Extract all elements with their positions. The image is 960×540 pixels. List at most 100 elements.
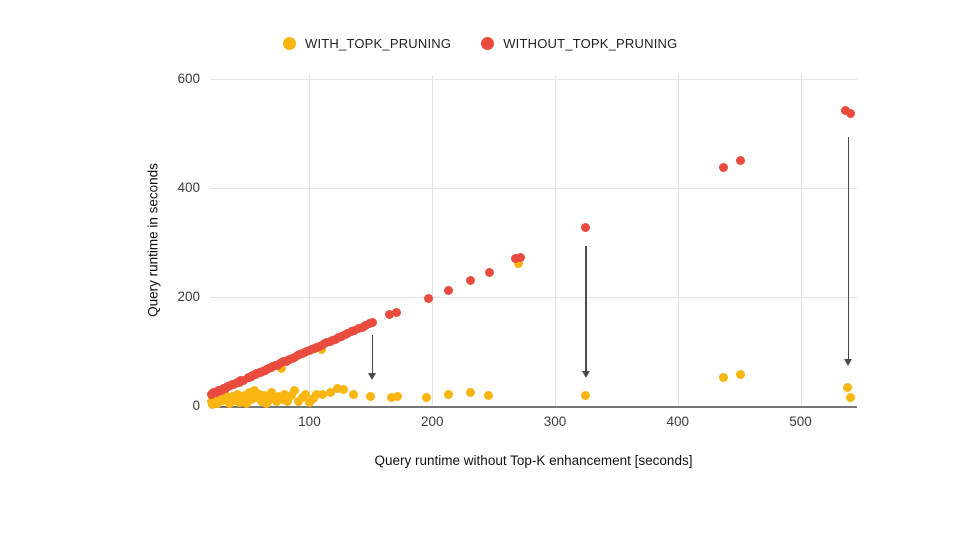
scatter-point-with-pruning[interactable] — [276, 364, 286, 374]
scatter-point-with-pruning[interactable] — [290, 386, 300, 396]
improvement-arrow — [366, 334, 379, 380]
scatter-point-without-pruning[interactable] — [485, 267, 495, 277]
scatter-point-with-pruning[interactable] — [318, 390, 328, 400]
scatter-point-with-pruning[interactable] — [513, 258, 523, 268]
legend-label: WITH_TOPK_PRUNING — [305, 36, 452, 51]
scatter-point-with-pruning[interactable] — [718, 372, 728, 382]
scatter-point-with-pruning[interactable] — [421, 393, 431, 403]
arrow-head-icon — [581, 370, 590, 378]
scatter-point-with-pruning[interactable] — [271, 397, 281, 407]
scatter-point-without-pruning[interactable] — [238, 375, 248, 385]
scatter-point-with-pruning[interactable] — [232, 389, 242, 399]
scatter-point-with-pruning[interactable] — [242, 399, 252, 409]
scatter-point-with-pruning[interactable] — [339, 385, 349, 395]
scatter-point-with-pruning[interactable] — [210, 393, 220, 403]
scatter-point-with-pruning[interactable] — [842, 382, 852, 392]
plot-area: 100 200 300 400 500 0 200 400 600 — [177, 71, 857, 429]
scatter-point-with-pruning[interactable] — [312, 389, 322, 399]
scatter-point-with-pruning[interactable] — [217, 396, 227, 406]
arrow-shaft — [371, 334, 373, 374]
scatter-point-with-pruning[interactable] — [239, 391, 249, 401]
scatter-point-with-pruning[interactable] — [259, 391, 269, 401]
scatter-point-without-pruning[interactable] — [735, 155, 745, 165]
scatter-point-without-pruning[interactable] — [581, 223, 591, 233]
x-gridline — [432, 75, 434, 406]
y-tick-label: 400 — [177, 180, 200, 196]
scatter-point-without-pruning[interactable] — [841, 106, 851, 116]
scatter-point-with-pruning[interactable] — [249, 386, 259, 396]
scatter-point-with-pruning[interactable] — [230, 395, 240, 405]
scatter-point-with-pruning[interactable] — [443, 390, 453, 400]
y-gridline — [210, 79, 857, 81]
arrow-shaft — [847, 137, 850, 360]
scatter-point-with-pruning[interactable] — [581, 390, 591, 400]
scatter-point-without-pruning[interactable] — [718, 163, 728, 173]
legend-item-with-topk-pruning[interactable]: WITH_TOPK_PRUNING — [283, 36, 451, 51]
x-tick-label: 400 — [666, 414, 690, 429]
scatter-point-with-pruning[interactable] — [308, 394, 318, 404]
arrow-shaft — [585, 246, 587, 372]
scatter-point-without-pruning[interactable] — [846, 108, 856, 118]
legend-item-without-topk-pruning[interactable]: WITHOUT_TOPK_PRUNING — [481, 36, 677, 51]
y-tick-label: 600 — [177, 71, 200, 87]
scatter-point-with-pruning[interactable] — [325, 388, 335, 398]
scatter-point-with-pruning[interactable] — [264, 396, 274, 406]
legend-swatch-without-icon — [481, 37, 495, 50]
legend: WITH_TOPK_PRUNING WITHOUT_TOPK_PRUNING — [283, 36, 677, 51]
scatter-point-with-pruning[interactable] — [282, 396, 292, 406]
arrow-head-icon — [844, 358, 853, 366]
scatter-point-with-pruning[interactable] — [247, 394, 257, 404]
scatter-point-with-pruning[interactable] — [465, 387, 475, 397]
scatter-point-with-pruning[interactable] — [366, 391, 376, 401]
x-gridline — [554, 75, 556, 406]
scatter-point-without-pruning[interactable] — [392, 308, 402, 318]
y-gridline — [210, 297, 857, 299]
scatter-point-with-pruning[interactable] — [244, 387, 254, 397]
improvement-arrow — [842, 137, 855, 366]
scatter-point-without-pruning[interactable] — [367, 318, 377, 328]
x-tick-label: 300 — [543, 414, 567, 429]
scatter-point-with-pruning[interactable] — [286, 391, 296, 401]
scatter-point-without-pruning[interactable] — [516, 253, 526, 263]
scatter-point-without-pruning[interactable] — [443, 286, 453, 296]
scatter-point-without-pruning[interactable] — [424, 294, 434, 304]
y-gridline — [210, 188, 857, 190]
scatter-point-without-pruning[interactable] — [511, 253, 521, 263]
scatter-point-with-pruning[interactable] — [212, 398, 222, 408]
arrow-head-icon — [367, 372, 376, 380]
scatter-point-with-pruning[interactable] — [301, 389, 311, 399]
scatter-point-with-pruning[interactable] — [484, 391, 494, 401]
scatter-point-with-pruning[interactable] — [234, 398, 244, 408]
x-tick-label: 100 — [298, 414, 321, 429]
scatter-point-with-pruning[interactable] — [280, 389, 290, 399]
scatter-point-with-pruning[interactable] — [222, 393, 232, 403]
scatter-point-with-pruning[interactable] — [349, 389, 359, 399]
scatter-point-with-pruning[interactable] — [207, 399, 217, 409]
y-tick-label: 0 — [192, 398, 200, 413]
x-gridline — [800, 75, 802, 406]
legend-swatch-with-icon — [283, 37, 296, 50]
x-tick-label: 500 — [789, 414, 812, 429]
x-axis-title: Query runtime without Top-K enhancement … — [374, 453, 693, 468]
scatter-point-with-pruning[interactable] — [304, 398, 314, 408]
scatter-point-without-pruning[interactable] — [384, 310, 394, 320]
scatter-point-with-pruning[interactable] — [266, 388, 276, 398]
scatter-point-with-pruning[interactable] — [293, 397, 303, 407]
improvement-arrow — [579, 246, 592, 378]
scatter-point-with-pruning[interactable] — [277, 394, 287, 404]
scatter-point-with-pruning[interactable] — [225, 399, 235, 409]
x-gridline — [309, 75, 311, 406]
scatter-point-without-pruning[interactable] — [465, 276, 475, 286]
y-tick-label: 200 — [177, 289, 200, 305]
scatter-point-with-pruning[interactable] — [257, 396, 267, 406]
scatter-point-with-pruning[interactable] — [387, 393, 397, 403]
legend-label: WITHOUT_TOPK_PRUNING — [503, 36, 678, 51]
scatter-point-with-pruning[interactable] — [735, 370, 745, 380]
scatter-point-with-pruning[interactable] — [333, 384, 343, 394]
scatter-point-with-pruning[interactable] — [393, 392, 403, 402]
scatter-point-with-pruning[interactable] — [254, 389, 264, 399]
x-gridline — [677, 75, 679, 406]
x-tick-label: 200 — [420, 414, 444, 429]
scatter-point-with-pruning[interactable] — [846, 392, 856, 402]
